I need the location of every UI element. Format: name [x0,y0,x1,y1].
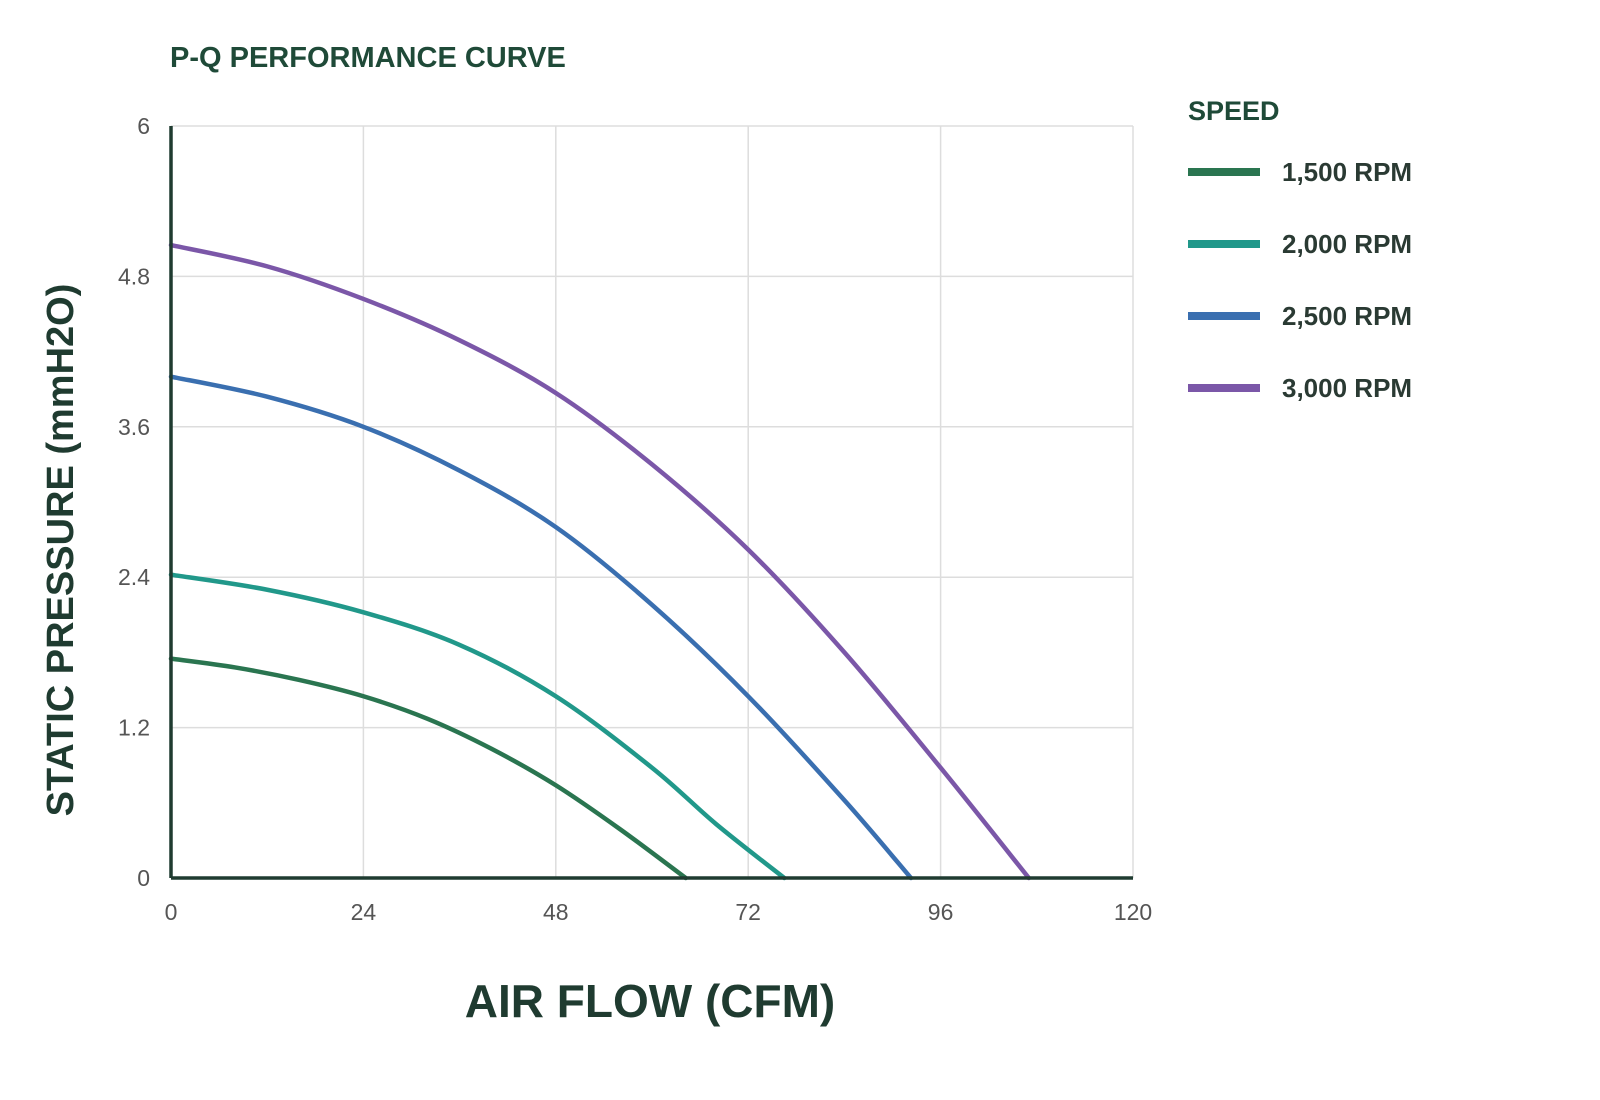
legend-label-2-000-rpm: 2,000 RPM [1282,229,1412,259]
series-line-2-500-rpm [168,374,914,881]
y-tick-label: 6 [137,113,150,139]
series-line-2-000-rpm [168,572,787,881]
legend-label-1-500-rpm: 1,500 RPM [1282,157,1412,187]
y-tick-label: 2.4 [118,564,150,590]
y-tick-label: 1.2 [118,715,150,741]
x-axis-title: AIR FLOW (CFM) [465,975,835,1027]
series-line-1-500-rpm [168,656,688,881]
legend: SPEED 1,500 RPM 2,000 RPM 2,500 RPM 3,000 R… [1188,96,1412,403]
y-tick-labels: 0 1.2 2.4 3.6 4.8 6 [118,113,150,891]
legend-label-2-500-rpm: 2,500 RPM [1282,301,1412,331]
x-tick-label: 48 [543,899,569,925]
axes [169,126,1133,880]
y-tick-label: 0 [137,865,150,891]
y-tick-label: 4.8 [118,263,150,289]
x-tick-label: 0 [165,899,178,925]
x-tick-label: 72 [735,899,761,925]
chart-title: P-Q PERFORMANCE CURVE [170,42,566,74]
x-tick-label: 24 [351,899,377,925]
legend-label-3-000-rpm: 3,000 RPM [1282,373,1412,403]
series-line-3-000-rpm [168,242,1032,881]
x-tick-labels: 0 24 48 72 96 120 [165,899,1153,925]
x-tick-label: 120 [1114,899,1152,925]
y-axis-title: STATIC PRESSURE (mmH2O) [40,284,82,817]
x-tick-label: 96 [928,899,954,925]
series-lines [168,242,1032,881]
grid [171,125,1134,878]
legend-title: SPEED [1188,96,1280,126]
y-tick-label: 3.6 [118,414,150,440]
